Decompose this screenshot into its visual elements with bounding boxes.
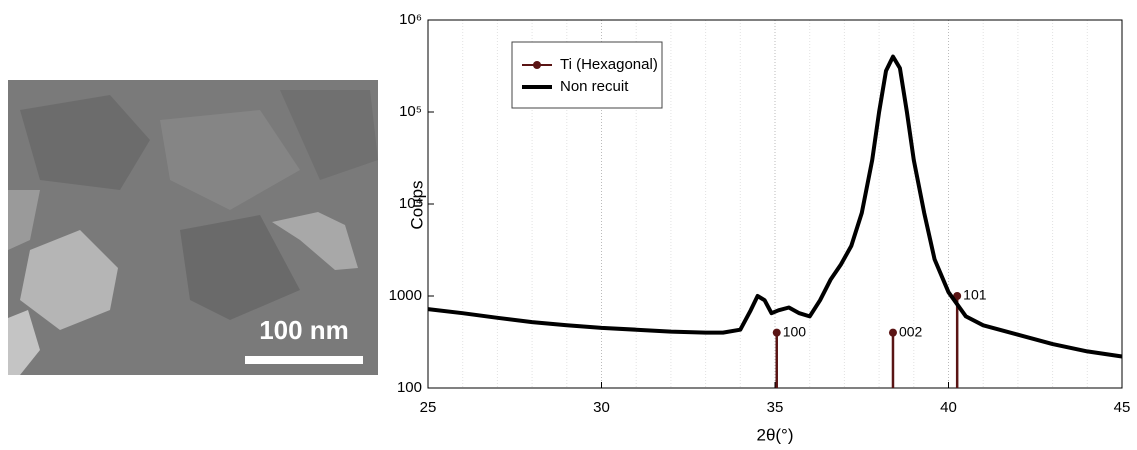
scale-bar-label: 100 nm	[259, 315, 349, 345]
stem-label: 002	[899, 323, 923, 339]
plot-frame	[427, 19, 1123, 389]
x-tick-label: 45	[1114, 399, 1131, 416]
y-tick-label: 10⁵	[399, 103, 422, 120]
stem-label: 101	[963, 287, 987, 303]
crystal	[20, 230, 118, 330]
y-tick-label: 10⁴	[399, 195, 422, 212]
stem-marker	[772, 328, 781, 337]
sem-image: 100 nm	[8, 80, 378, 375]
y-axis-label: Coups	[407, 180, 426, 229]
scale-bar	[245, 356, 363, 364]
grain	[180, 215, 300, 320]
legend-label: Non recuit	[560, 78, 629, 95]
y-tick-label: 1000	[389, 287, 422, 304]
legend-box	[511, 41, 663, 109]
crystal	[272, 212, 358, 270]
grain	[20, 95, 150, 190]
grain	[280, 90, 378, 180]
x-tick-label: 25	[420, 399, 437, 416]
stem-marker	[888, 328, 897, 337]
x-tick-label: 40	[940, 399, 957, 416]
x-tick-label: 35	[767, 399, 784, 416]
stem-marker	[953, 292, 962, 300]
y-tick-label: 10⁶	[399, 11, 422, 28]
stem-label: 100	[783, 323, 807, 339]
crystal	[8, 310, 40, 375]
grain	[160, 110, 300, 210]
y-tick-label: 100	[397, 379, 422, 396]
crystal	[8, 190, 40, 250]
data-line	[427, 54, 1123, 359]
x-axis-label: 2θ(°)	[756, 425, 793, 444]
x-tick-label: 30	[593, 399, 610, 416]
legend-marker	[533, 61, 541, 69]
legend-label: Ti (Hexagonal)	[560, 56, 658, 73]
